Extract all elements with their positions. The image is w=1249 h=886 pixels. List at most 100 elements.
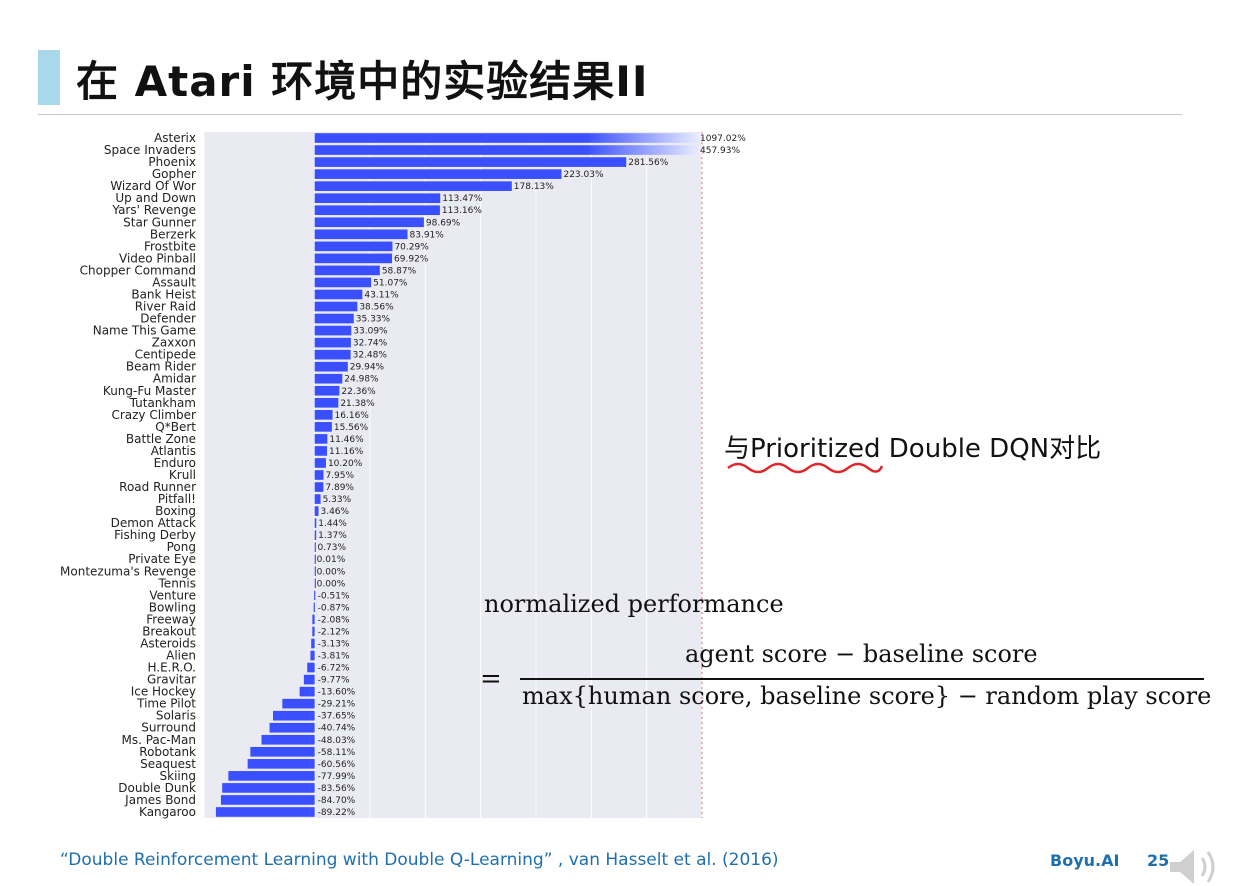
value-label: 43.11% xyxy=(364,290,399,300)
bar-kung-fu-master xyxy=(314,385,340,396)
bar-time-pilot xyxy=(282,698,315,709)
value-label: 29.94% xyxy=(350,363,385,373)
bar-h-e-r-o- xyxy=(307,662,315,673)
category-label: Zaxxon xyxy=(152,336,196,350)
bar-bank-heist xyxy=(314,289,363,300)
value-label: 11.46% xyxy=(329,435,364,445)
category-label: Yars' Revenge xyxy=(111,203,196,217)
category-label: Asteroids xyxy=(140,636,196,650)
bar-amidar xyxy=(314,373,343,384)
category-label: Tutankham xyxy=(129,396,196,410)
bar-solaris xyxy=(273,710,315,721)
value-label: 5.33% xyxy=(323,495,352,505)
value-label: 21.38% xyxy=(340,399,375,409)
bar-james-bond xyxy=(220,795,315,805)
category-label: Video Pinball xyxy=(119,251,196,265)
bar-tutankham xyxy=(314,397,339,408)
bar-star-gunner xyxy=(314,217,424,228)
category-label: Up and Down xyxy=(115,191,196,205)
category-label: Star Gunner xyxy=(123,215,196,229)
category-label: Enduro xyxy=(154,456,196,470)
bar-freeway xyxy=(312,614,315,625)
value-label: 10.20% xyxy=(328,459,363,469)
value-label: 113.16% xyxy=(442,206,482,216)
category-label: Assault xyxy=(152,275,196,289)
category-label: Defender xyxy=(140,312,196,326)
formula-fraction-bar xyxy=(520,678,1204,680)
category-label: Fishing Derby xyxy=(114,528,196,542)
bar-enduro xyxy=(314,458,326,468)
category-label: Asterix xyxy=(154,131,196,145)
category-label: Ice Hockey xyxy=(131,685,196,699)
bar-breakout xyxy=(312,626,315,637)
bar-space-invaders xyxy=(314,145,702,155)
value-label: -77.99% xyxy=(318,772,356,782)
value-label: 7.95% xyxy=(325,471,354,481)
category-label: Venture xyxy=(149,588,196,602)
category-label: Q*Bert xyxy=(155,420,196,434)
value-label: 22.36% xyxy=(341,387,376,397)
category-label: Kung-Fu Master xyxy=(103,384,196,398)
value-label: 11.16% xyxy=(329,447,364,457)
value-label: 0.00% xyxy=(317,579,346,589)
bar-demon-attack xyxy=(314,518,317,528)
value-label: 98.69% xyxy=(426,218,461,228)
value-label: 178.13% xyxy=(514,182,554,192)
category-label: Freeway xyxy=(146,612,196,626)
bar-frostbite xyxy=(314,241,393,252)
bar-road-runner xyxy=(314,482,324,492)
title-divider xyxy=(38,114,1182,115)
category-label: Beam Rider xyxy=(126,360,196,374)
bar-alien xyxy=(310,650,315,661)
bar-asterix xyxy=(314,133,702,143)
value-label: -6.72% xyxy=(318,664,350,674)
bar-phoenix xyxy=(314,157,627,167)
category-label: Breakout xyxy=(142,624,196,638)
value-label: 0.01% xyxy=(317,555,346,565)
page-title: 在 Atari 环境中的实验结果II xyxy=(76,57,649,106)
category-label: Private Eye xyxy=(128,552,196,566)
bar-beam-rider xyxy=(314,361,348,372)
value-label: 51.07% xyxy=(373,278,408,288)
bar-venture xyxy=(314,590,316,601)
category-label: Double Dunk xyxy=(118,781,196,795)
value-label: 0.00% xyxy=(317,567,346,577)
category-label: Chopper Command xyxy=(80,263,196,277)
title-accent-bar xyxy=(38,50,60,105)
value-label: 35.33% xyxy=(356,315,391,325)
category-label: Pitfall! xyxy=(158,492,196,506)
bar-double-dunk xyxy=(222,783,315,793)
value-label: 7.89% xyxy=(325,483,354,493)
category-label: James Bond xyxy=(124,793,196,807)
comparison-note: 与Prioritized Double DQN对比 xyxy=(724,434,1102,464)
bar-pitfall- xyxy=(314,494,321,504)
formula-denominator: max{human score, baseline score} − rando… xyxy=(522,682,1212,710)
bar-name-this-game xyxy=(314,325,352,336)
value-label: -84.70% xyxy=(318,796,356,806)
value-label: 3.46% xyxy=(320,507,349,517)
bar-asteroids xyxy=(311,638,315,649)
footer-brand: Boyu.AI xyxy=(1050,851,1120,870)
bar-tennis xyxy=(314,578,316,589)
category-label: Atlantis xyxy=(151,444,196,458)
bar-video-pinball xyxy=(314,253,393,264)
category-label: River Raid xyxy=(135,300,196,314)
value-label: 15.56% xyxy=(334,423,369,433)
category-label: Demon Attack xyxy=(111,516,196,530)
value-label: 1.44% xyxy=(318,519,347,529)
bar-atlantis xyxy=(314,446,328,456)
bar-chopper-command xyxy=(314,265,380,276)
category-label: Robotank xyxy=(139,745,196,759)
category-label: Bank Heist xyxy=(131,287,196,301)
bar-river-raid xyxy=(314,301,358,312)
category-label: Space Invaders xyxy=(104,143,196,157)
bar-surround xyxy=(269,722,315,733)
bar-montezuma-s-revenge xyxy=(314,566,316,577)
category-label: Montezuma's Revenge xyxy=(60,564,196,578)
bar-defender xyxy=(314,313,354,324)
value-label: 0.73% xyxy=(317,543,346,553)
speaker-icon[interactable] xyxy=(1166,846,1226,886)
value-label: -13.60% xyxy=(318,688,356,698)
value-label: 281.56% xyxy=(628,158,668,168)
value-label: -37.65% xyxy=(318,712,356,722)
